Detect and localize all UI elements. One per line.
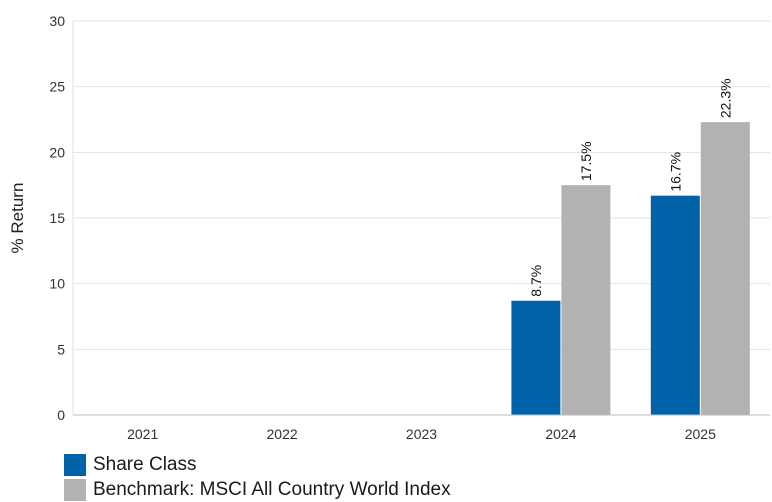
x-tick-label: 2023 — [406, 426, 437, 442]
y-tick-labels: 0 5 10 15 20 25 30 — [49, 13, 65, 423]
legend-swatch-share-class — [64, 453, 86, 476]
y-tick-label: 30 — [49, 13, 65, 29]
x-tick-label: 2022 — [267, 426, 298, 442]
data-label: 16.7% — [667, 152, 683, 192]
bars: 8.7% 17.5% 16.7% 22.3% — [511, 78, 750, 416]
x-tick-label: 2025 — [685, 426, 716, 442]
bar-benchmark-2025 — [700, 122, 750, 416]
y-tick-label: 0 — [57, 407, 65, 423]
legend-label-benchmark: Benchmark: MSCI All Country World Index — [93, 478, 451, 500]
y-tick-label: 25 — [49, 79, 65, 95]
legend-swatch-benchmark — [64, 478, 86, 501]
y-axis-label: % Return — [8, 183, 27, 254]
x-tick-label: 2021 — [127, 426, 158, 442]
gridlines — [72, 20, 770, 416]
legend-label-share-class: Share Class — [93, 453, 197, 475]
legend-item-share-class: Share Class — [64, 452, 451, 477]
x-tick-label: 2024 — [545, 426, 576, 442]
data-label: 8.7% — [528, 265, 544, 297]
bar-share-class-2025 — [650, 195, 700, 415]
legend-item-benchmark: Benchmark: MSCI All Country World Index — [64, 477, 451, 502]
data-label: 22.3% — [717, 78, 733, 118]
y-tick-label: 5 — [57, 341, 65, 357]
y-tick-label: 10 — [49, 276, 65, 292]
bar-benchmark-2024 — [561, 185, 611, 415]
y-tick-label: 20 — [49, 144, 65, 160]
legend: Share Class Benchmark: MSCI All Country … — [64, 452, 451, 502]
x-tick-labels: 2021 2022 2023 2024 2025 — [127, 426, 716, 442]
y-tick-label: 15 — [49, 210, 65, 226]
data-label: 17.5% — [578, 141, 594, 181]
bar-share-class-2024 — [511, 300, 561, 415]
